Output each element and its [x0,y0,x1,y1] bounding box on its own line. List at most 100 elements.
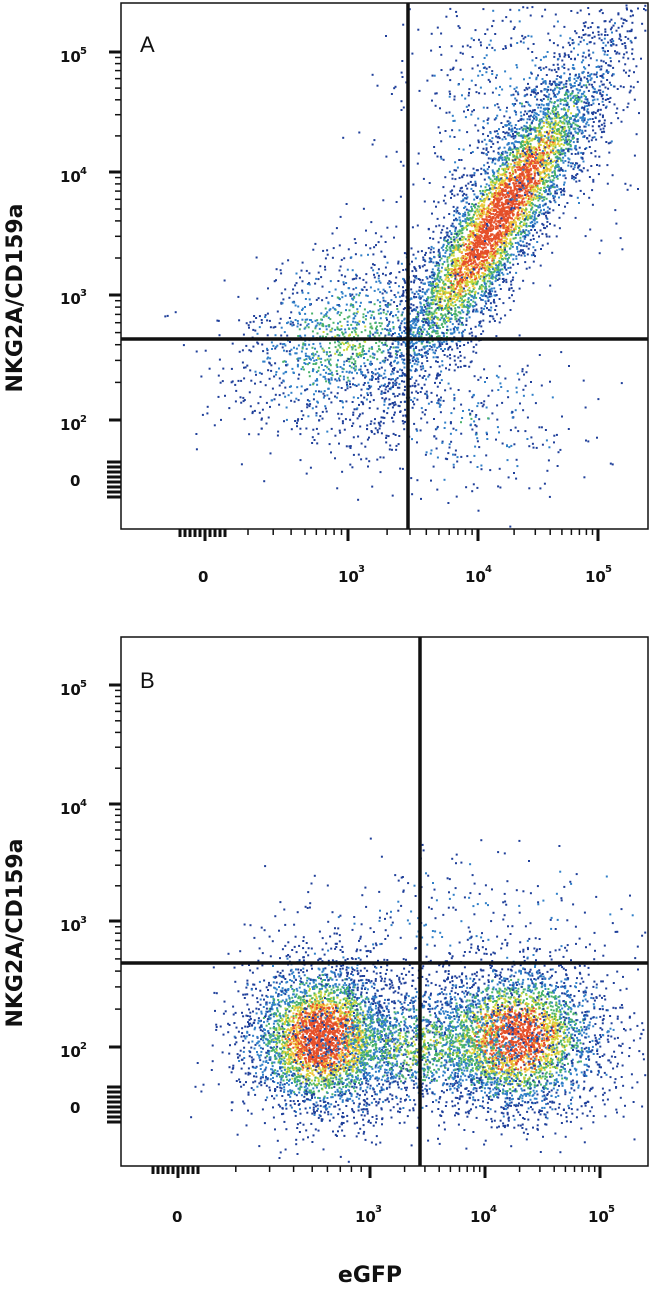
event-dot [521,198,524,201]
event-dot [458,320,461,323]
event-dot [389,354,392,357]
event-dot [484,286,487,289]
event-dot [517,214,520,217]
event-dot [525,196,527,199]
event-dot [482,252,485,255]
event-dot [521,217,524,220]
event-dot [461,261,464,264]
event-dot [505,229,508,232]
event-dot [528,214,531,216]
event-dot [477,292,480,295]
event-dot [439,275,442,278]
event-dot [433,289,436,292]
event-dot [516,191,519,194]
event-dot [570,165,573,168]
event-dot [505,281,508,284]
event-dot [484,197,487,200]
event-dot [540,139,543,142]
event-dot [523,166,526,169]
event-dot [496,261,499,264]
event-dot [467,209,470,212]
event-dot [526,168,529,171]
event-dot [605,69,608,72]
event-dot [507,234,510,237]
event-dot [489,288,492,291]
event-dot [500,264,503,267]
event-dot [479,192,482,195]
event-dot [476,242,479,245]
event-dot [576,99,578,102]
event-dot [483,281,486,284]
event-dot [542,134,545,137]
event-dot [497,106,500,109]
event-dot [478,208,481,211]
event-dot [597,65,600,68]
event-dot [503,208,506,211]
event-dot [422,282,425,285]
event-dot [596,164,598,166]
event-dot [556,160,559,163]
event-dot [488,289,491,292]
event-dot [336,487,339,490]
event-dot [463,207,466,209]
event-dot [372,399,375,402]
event-dot [349,447,352,449]
event-dot [528,153,530,156]
event-dot [472,281,475,284]
event-dot [463,262,466,265]
event-dot [521,167,524,170]
event-dot [329,354,332,357]
event-dot [516,225,519,228]
event-dot [533,117,536,120]
event-dot [487,293,490,296]
event-dot [480,309,483,312]
event-dot [532,260,535,263]
event-dot [511,193,514,196]
event-dot [503,171,506,174]
event-dot [507,217,509,220]
event-dot [389,363,392,366]
event-dot [546,144,549,146]
event-dot [466,254,469,257]
event-dot [355,384,358,387]
event-dot [427,228,430,231]
event-dot [510,220,513,223]
event-dot [456,283,459,286]
event-dot [500,207,503,210]
event-dot [456,239,459,242]
event-dot [479,190,482,192]
event-dot [586,100,589,103]
event-dot [440,231,443,234]
event-dot [535,231,538,234]
event-dot [481,285,484,288]
event-dot [498,208,501,211]
event-dot [441,360,444,363]
event-dot [493,294,496,297]
event-dot [431,277,434,280]
event-dot [448,253,451,256]
event-dot [378,367,381,370]
event-dot [469,235,472,238]
event-dot [516,163,519,166]
event-dot [554,124,557,127]
event-dot [403,362,406,365]
event-dot [505,237,508,240]
event-dot [523,160,526,163]
event-dot [567,95,570,98]
event-dot [511,153,514,156]
event-dot [478,268,481,271]
event-dot [443,283,446,286]
event-dot [575,32,578,35]
event-dot [467,267,470,270]
event-dot [414,323,417,326]
event-dot [512,276,515,279]
event-dot [545,160,548,163]
event-dot [563,183,565,186]
event-dot [480,287,483,290]
event-dot [414,326,417,329]
event-dot [463,344,466,346]
event-dot [473,257,476,260]
event-dot [492,226,495,228]
event-dot [565,91,568,94]
event-dot [452,251,455,254]
